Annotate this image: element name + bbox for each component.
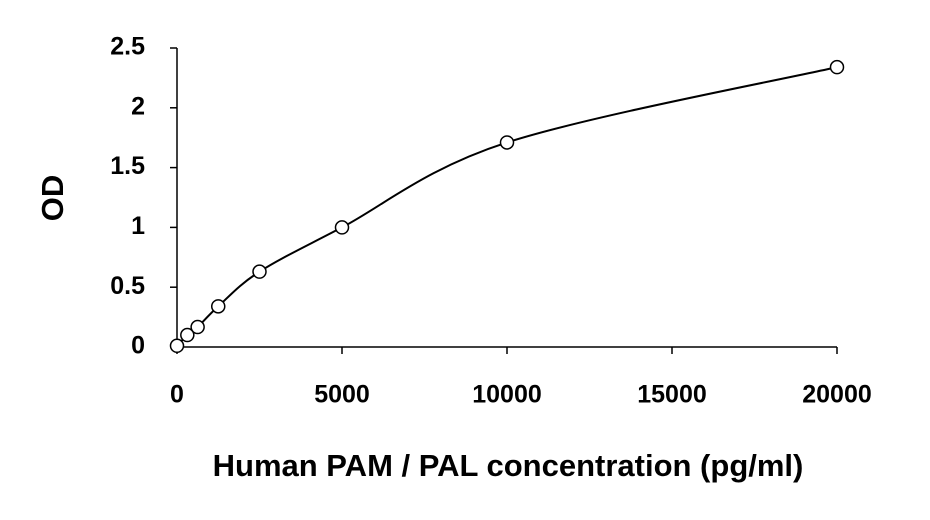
x-axis-title: Human PAM / PAL concentration (pg/ml)	[213, 448, 804, 483]
y-tick-label: 2.5	[110, 33, 145, 61]
data-point	[169, 338, 185, 354]
x-tick-label: 15000	[637, 381, 707, 409]
data-point	[211, 299, 226, 314]
x-tick-label: 5000	[314, 381, 370, 409]
y-tick-label: 1	[131, 212, 145, 240]
y-axis-title: OD	[35, 175, 70, 222]
y-tick-label: 2	[131, 92, 145, 120]
data-point	[499, 135, 515, 150]
data-point	[829, 59, 845, 75]
data-point	[180, 327, 195, 343]
x-tick-label: 10000	[472, 381, 542, 409]
y-tick-label: 0.5	[110, 272, 145, 300]
fit-curve	[176, 66, 838, 347]
x-tick-label: 0	[170, 381, 184, 409]
y-tick-label: 0	[131, 332, 145, 360]
y-tick-label: 1.5	[110, 152, 145, 180]
data-point	[252, 264, 267, 279]
data-point	[190, 319, 205, 335]
data-point	[334, 220, 350, 235]
x-tick-label: 20000	[802, 381, 872, 409]
